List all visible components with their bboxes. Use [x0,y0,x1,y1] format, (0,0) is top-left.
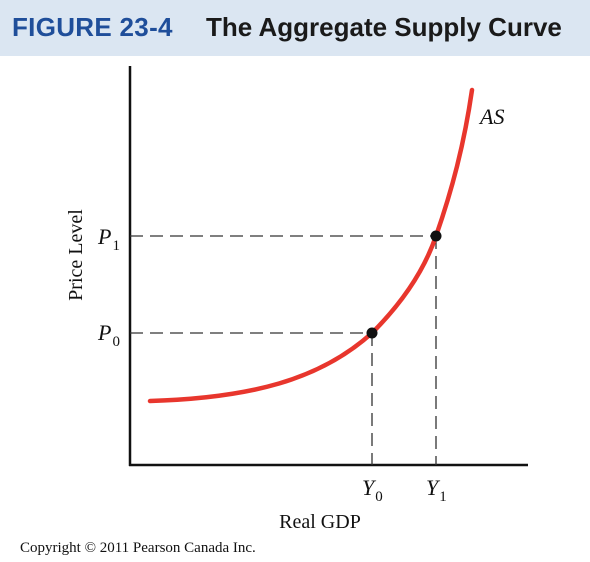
point-0-marker [366,327,378,339]
point-1-marker [430,230,442,242]
p0-label: P0 [97,320,120,350]
y1-label: Y1 [426,475,447,505]
x-axis-label: Real GDP [279,511,361,533]
as-curve-label: AS [478,104,504,129]
diagram-panel [0,56,590,562]
figure-title: The Aggregate Supply Curve [206,12,562,42]
figure-label: FIGURE 23-4 [12,12,173,42]
p1-label: P1 [97,224,120,254]
y0-label: Y0 [362,475,383,505]
y-axis-label: Price Level [65,209,87,301]
as-curve [147,87,475,404]
copyright-notice: Copyright © 2011 Pearson Canada Inc. [20,540,256,556]
